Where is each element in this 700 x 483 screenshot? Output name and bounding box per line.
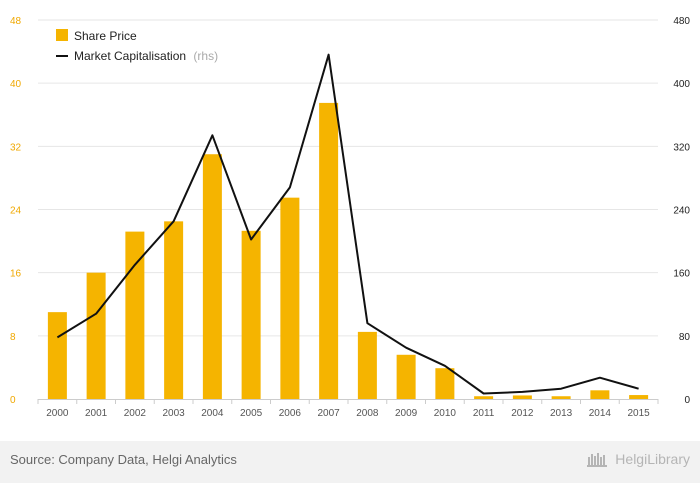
x-axis-tick-label: 2009 — [395, 408, 418, 419]
left-axis-tick-label: 32 — [10, 142, 22, 153]
share-price-bar — [280, 197, 300, 399]
share-price-bar — [125, 231, 145, 399]
legend-market-cap-name: Market Capitalisation — [74, 49, 186, 63]
x-axis-tick-label: 2005 — [240, 408, 263, 419]
share-price-bar — [474, 396, 494, 399]
helgi-library-logo[interactable]: HelgiLibrary — [587, 451, 690, 467]
left-axis-tick-label: 16 — [10, 269, 22, 280]
share-price-bar — [202, 154, 222, 399]
logo-text: HelgiLibrary — [615, 451, 690, 467]
share-price-bar — [512, 395, 532, 399]
share-price-bar — [319, 102, 339, 399]
left-axis-tick-label: 48 — [10, 16, 22, 27]
share-price-bar — [357, 331, 377, 399]
x-axis-tick-label: 2001 — [85, 408, 108, 419]
share-price-bar — [590, 390, 610, 399]
x-axis-tick-label: 2010 — [434, 408, 457, 419]
x-axis-tick-label: 2012 — [511, 408, 534, 419]
share-price-bar — [435, 368, 455, 399]
footer: Source: Company Data, Helgi Analytics He… — [0, 441, 700, 483]
x-axis-tick-label: 2015 — [628, 408, 651, 419]
chart-svg: 0 8 16 24 32 40 48 0 80 160 240 320 400 480 2000 2001… — [10, 16, 690, 419]
x-axis-tick-label: 2007 — [318, 408, 341, 419]
library-logo-icon — [587, 453, 608, 467]
x-axis-tick-label: 2002 — [124, 408, 147, 419]
axes — [37, 399, 659, 404]
right-axis-tick-label: 320 — [673, 142, 690, 153]
x-axis-tick-label: 2004 — [201, 408, 224, 419]
share-price-bar — [551, 396, 571, 399]
share-price-bar — [629, 395, 649, 399]
legend-market-cap-rhs: (rhs) — [193, 49, 218, 63]
market-cap-line — [56, 53, 639, 395]
left-axis-tick-label: 0 — [10, 395, 16, 406]
x-axis-tick-label: 2006 — [279, 408, 302, 419]
share-price-bar — [396, 354, 416, 399]
left-axis-tick-label: 40 — [10, 79, 22, 90]
source-note: Source: Company Data, Helgi Analytics — [10, 452, 237, 467]
x-axis-tick-label: 2008 — [356, 408, 379, 419]
legend-label-market-cap: Market Capitalisation (rhs) — [74, 49, 218, 63]
right-axis-tick-label: 0 — [684, 395, 690, 406]
x-axis-tick-label: 2000 — [46, 408, 69, 419]
legend: Share Price Market Capitalisation (rhs) — [56, 29, 218, 63]
x-axis-tick-label: 2013 — [550, 408, 573, 419]
right-axis-tick-label: 240 — [673, 206, 690, 217]
x-axis-tick-label: 2003 — [163, 408, 186, 419]
share-price-bar — [86, 272, 106, 399]
x-axis-tick-label: 2014 — [589, 408, 612, 419]
x-axis-ticks: 2000 2001 2002 2003 2004 2005 2006 2007 2008 2009… — [46, 408, 650, 419]
right-axis-tick-label: 480 — [673, 16, 690, 27]
left-axis-ticks: 0 8 16 24 32 40 48 — [10, 16, 22, 406]
share-price-bar — [47, 312, 67, 399]
right-axis-tick-label: 160 — [673, 269, 690, 280]
share-price-bar — [241, 230, 261, 399]
share-price-bar — [164, 221, 184, 399]
left-axis-tick-label: 24 — [10, 206, 22, 217]
right-axis-tick-label: 80 — [679, 332, 691, 343]
legend-label-share-price: Share Price — [74, 29, 137, 43]
right-axis-ticks: 0 80 160 240 320 400 480 — [673, 16, 690, 406]
share-price-bars — [47, 102, 649, 399]
legend-swatch-share-price — [56, 29, 68, 41]
right-axis-tick-label: 400 — [673, 79, 690, 90]
x-axis-tick-label: 2011 — [473, 408, 495, 419]
left-axis-tick-label: 8 — [10, 332, 16, 343]
